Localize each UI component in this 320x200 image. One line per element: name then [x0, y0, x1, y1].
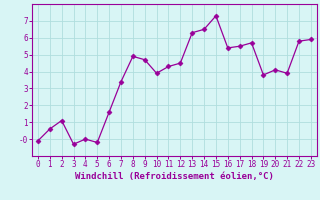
X-axis label: Windchill (Refroidissement éolien,°C): Windchill (Refroidissement éolien,°C) — [75, 172, 274, 181]
